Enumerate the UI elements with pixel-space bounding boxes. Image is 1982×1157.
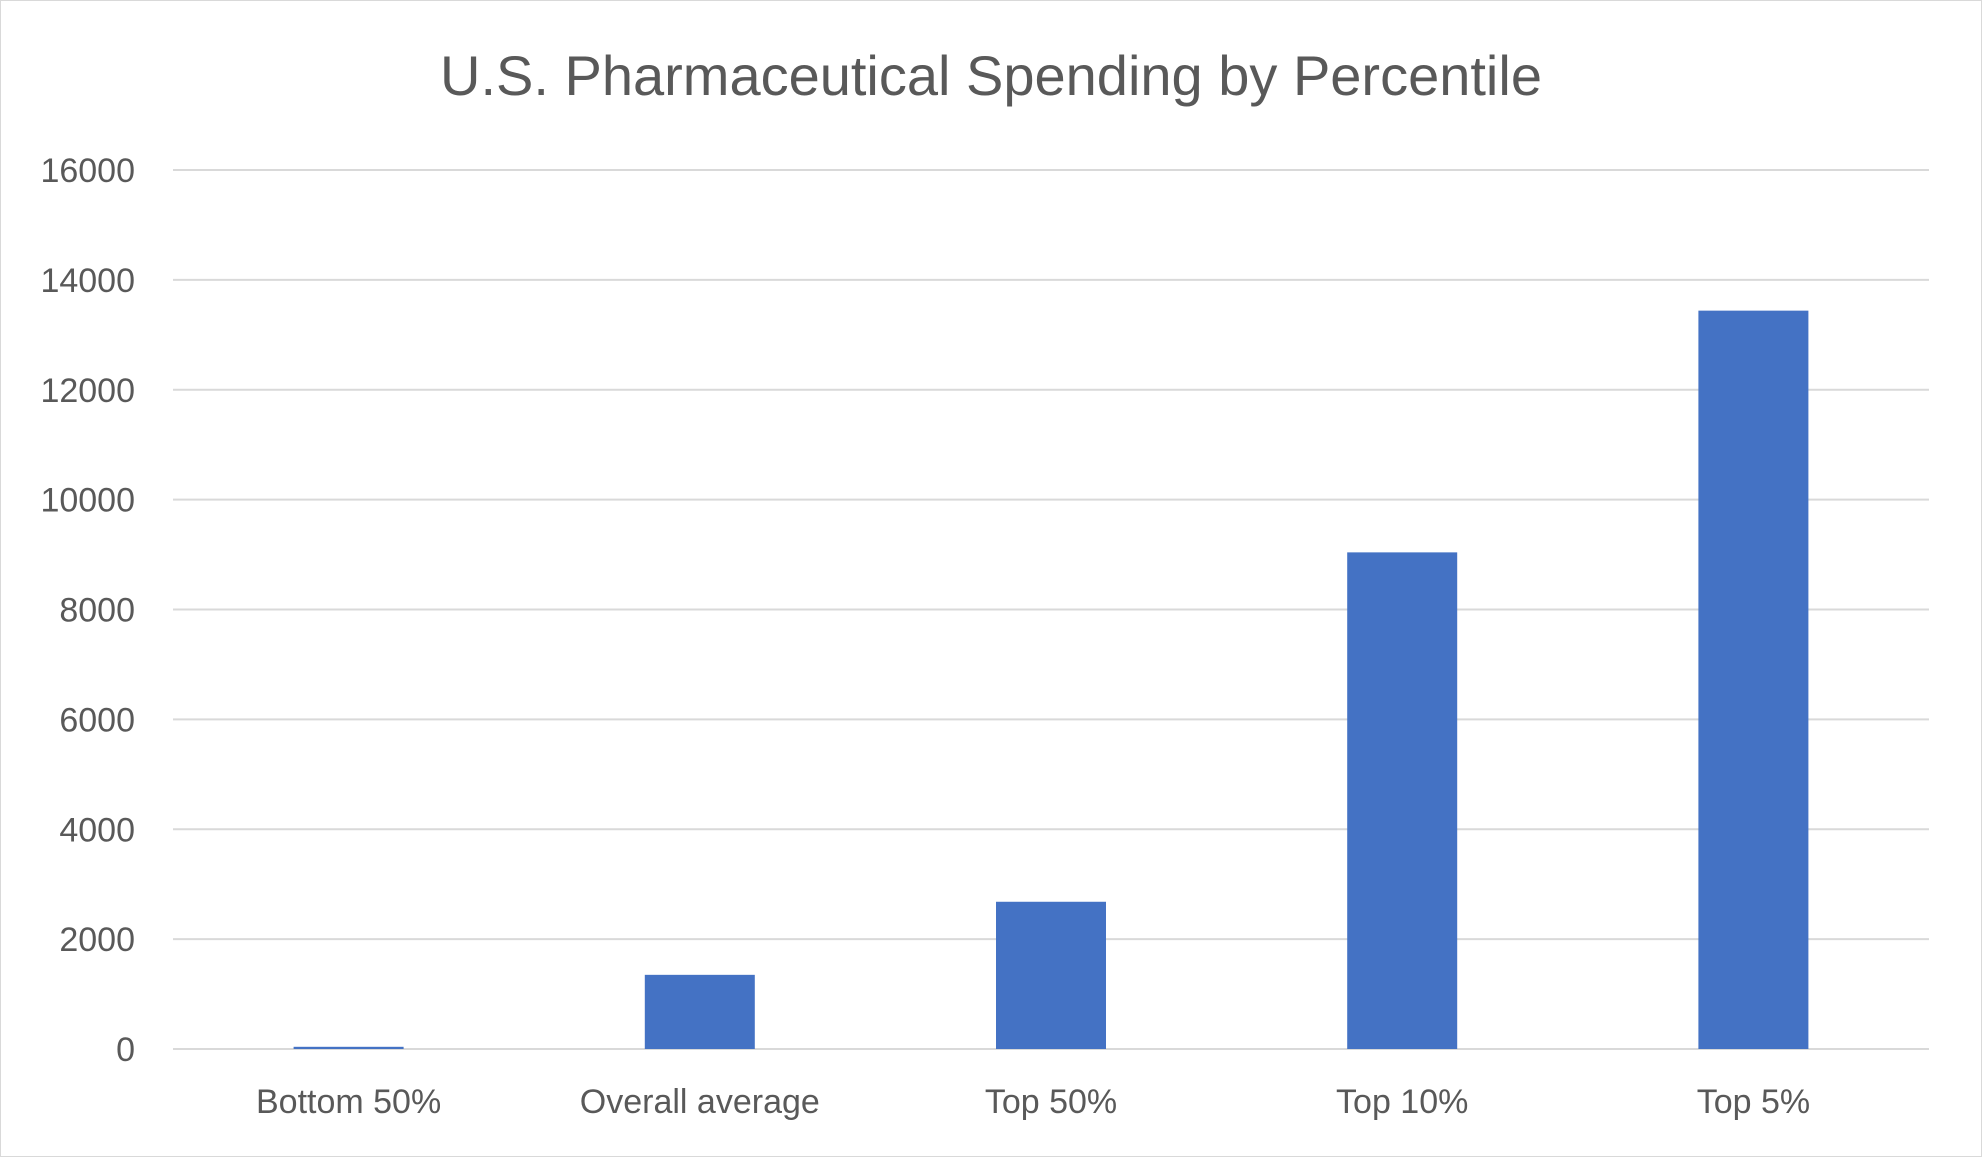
bars bbox=[293, 310, 1809, 1049]
bar bbox=[1698, 310, 1809, 1049]
y-tick-label: 10000 bbox=[40, 482, 135, 520]
y-tick-label: 16000 bbox=[40, 152, 135, 190]
x-tick-label: Top 50% bbox=[985, 1083, 1117, 1121]
y-axis-tick-labels: 0 2000 4000 6000 8000 10000 12000 14000 16000 bbox=[40, 152, 135, 1069]
y-tick-label: 6000 bbox=[59, 701, 135, 739]
y-tick-label: 4000 bbox=[59, 811, 135, 849]
x-tick-label: Overall average bbox=[580, 1083, 820, 1121]
y-tick-label: 2000 bbox=[59, 921, 135, 959]
bar bbox=[293, 1046, 404, 1049]
y-tick-label: 12000 bbox=[40, 372, 135, 410]
chart-title: U.S. Pharmaceutical Spending by Percenti… bbox=[440, 44, 1542, 107]
bar bbox=[1347, 552, 1458, 1049]
x-tick-label: Bottom 50% bbox=[256, 1083, 441, 1121]
y-tick-label: 8000 bbox=[59, 592, 135, 630]
gridlines bbox=[173, 169, 1929, 1050]
x-tick-label: Top 5% bbox=[1697, 1083, 1810, 1121]
y-tick-label: 14000 bbox=[40, 262, 135, 300]
y-tick-label: 0 bbox=[116, 1031, 135, 1069]
x-axis-tick-labels: Bottom 50% Overall average Top 50% Top 10% T… bbox=[256, 1083, 1810, 1121]
bar bbox=[996, 901, 1106, 1049]
bar bbox=[644, 974, 755, 1049]
x-tick-label: Top 10% bbox=[1336, 1083, 1468, 1121]
